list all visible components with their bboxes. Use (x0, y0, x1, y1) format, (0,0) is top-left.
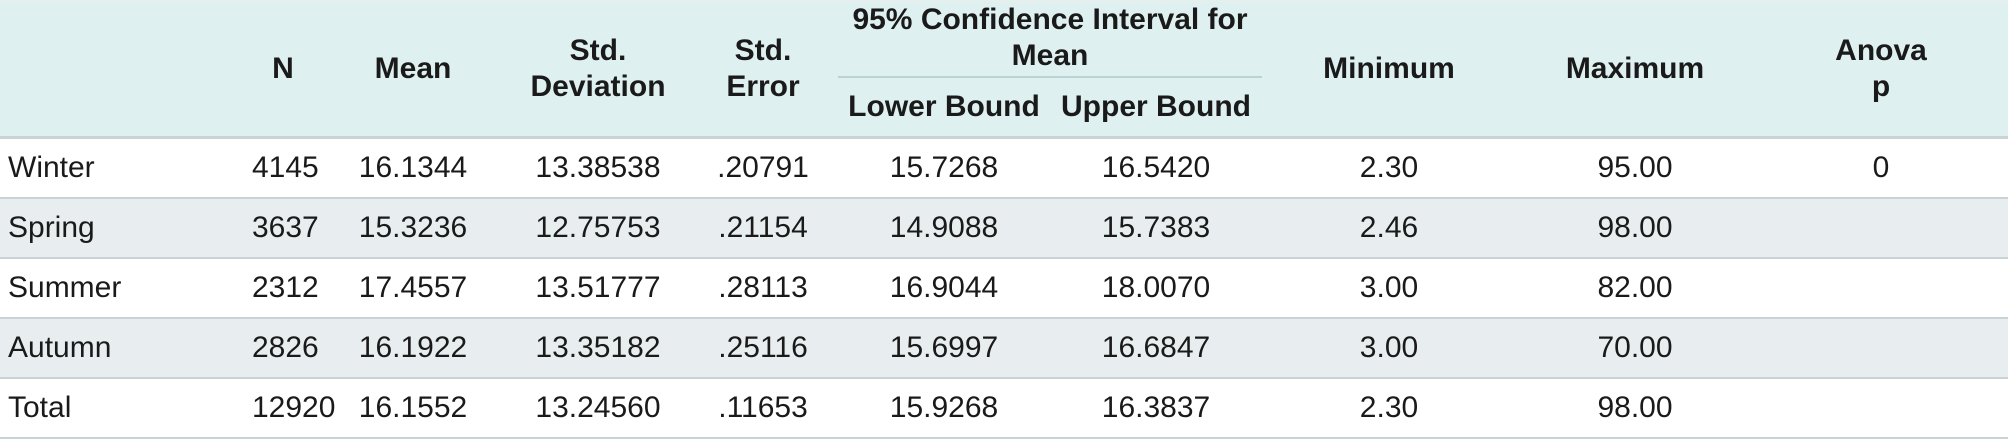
cell-minimum: 2.46 (1262, 197, 1516, 258)
table-row: Spring 3637 15.3236 12.75753 .21154 14.9… (0, 197, 2008, 258)
cell-mean: 15.3236 (318, 197, 508, 258)
header-empty-cell (0, 1, 248, 138)
header-std-error: Std. Error (688, 1, 838, 138)
table-row: Winter 4145 16.1344 13.38538 .20791 15.7… (0, 136, 2008, 198)
header-std-error-line1: Std. (734, 34, 792, 67)
cell-anova-p (1754, 197, 2008, 258)
cell-minimum: 3.00 (1262, 317, 1516, 378)
header-upper-bound: Upper Bound (1050, 77, 1262, 138)
header-n: N (248, 1, 318, 138)
cell-n: 3637 (248, 197, 319, 258)
cell-maximum: 95.00 (1516, 136, 1754, 198)
header-anova-line1: Anova (1835, 34, 1927, 67)
header-std-deviation-line1: Std. (569, 34, 627, 67)
cell-n: 2826 (248, 317, 319, 378)
table-body: Winter 4145 16.1344 13.38538 .20791 15.7… (0, 136, 2008, 439)
cell-mean: 16.1552 (318, 377, 508, 439)
header-std-deviation: Std. Deviation (508, 1, 688, 138)
row-label: Winter (0, 136, 248, 198)
cell-std-error: .28113 (688, 257, 838, 318)
cell-lower-bound: 14.9088 (838, 197, 1050, 258)
cell-maximum: 98.00 (1516, 197, 1754, 258)
cell-std-error: .25116 (688, 317, 838, 378)
cell-std-deviation: 13.24560 (508, 377, 688, 439)
cell-mean: 16.1344 (318, 136, 508, 198)
cell-std-error: .20791 (688, 136, 838, 198)
cell-lower-bound: 15.6997 (838, 317, 1050, 378)
row-label: Autumn (0, 317, 248, 378)
cell-maximum: 98.00 (1516, 377, 1754, 439)
cell-std-deviation: 13.38538 (508, 136, 688, 198)
table-header: N Mean Std. Deviation Std. Error 95% Con… (0, 1, 2008, 138)
cell-upper-bound: 18.0070 (1050, 257, 1262, 318)
cell-n: 2312 (248, 257, 319, 318)
cell-minimum: 2.30 (1262, 377, 1516, 439)
header-anova-line2: p (1871, 70, 1891, 103)
header-maximum: Maximum (1516, 1, 1754, 138)
cell-anova-p: 0 (1754, 136, 2008, 198)
header-mean: Mean (318, 1, 508, 138)
cell-minimum: 2.30 (1262, 136, 1516, 198)
cell-lower-bound: 16.9044 (838, 257, 1050, 318)
cell-anova-p (1754, 257, 2008, 318)
cell-upper-bound: 16.3837 (1050, 377, 1262, 439)
header-minimum: Minimum (1262, 1, 1516, 138)
table-row: Summer 2312 17.4557 13.51777 .28113 16.9… (0, 257, 2008, 318)
cell-upper-bound: 16.5420 (1050, 136, 1262, 198)
cell-anova-p (1754, 317, 2008, 378)
cell-std-deviation: 13.35182 (508, 317, 688, 378)
cell-mean: 17.4557 (318, 257, 508, 318)
cell-mean: 16.1922 (318, 317, 508, 378)
header-std-deviation-line2: Deviation (530, 70, 666, 103)
header-lower-bound: Lower Bound (838, 77, 1050, 138)
table-row: Autumn 2826 16.1922 13.35182 .25116 15.6… (0, 317, 2008, 378)
cell-upper-bound: 16.6847 (1050, 317, 1262, 378)
cell-maximum: 70.00 (1516, 317, 1754, 378)
row-label: Spring (0, 197, 248, 258)
cell-n: 12920 (248, 377, 335, 439)
cell-lower-bound: 15.9268 (838, 377, 1050, 439)
row-label: Total (0, 377, 248, 439)
cell-maximum: 82.00 (1516, 257, 1754, 318)
row-label: Summer (0, 257, 248, 318)
header-confidence-interval: 95% Confidence Interval for Mean (838, 1, 1262, 78)
cell-upper-bound: 15.7383 (1050, 197, 1262, 258)
cell-minimum: 3.00 (1262, 257, 1516, 318)
cell-lower-bound: 15.7268 (838, 136, 1050, 198)
cell-std-deviation: 13.51777 (508, 257, 688, 318)
table-row-total: Total 12920 16.1552 13.24560 .11653 15.9… (0, 377, 2008, 439)
cell-n: 4145 (248, 136, 319, 198)
cell-std-error: .11653 (688, 377, 838, 439)
cell-std-deviation: 12.75753 (508, 197, 688, 258)
cell-std-error: .21154 (688, 197, 838, 258)
cell-anova-p (1754, 377, 2008, 439)
header-anova-p: Anova p (1754, 1, 2008, 138)
header-std-error-line2: Error (726, 70, 800, 103)
